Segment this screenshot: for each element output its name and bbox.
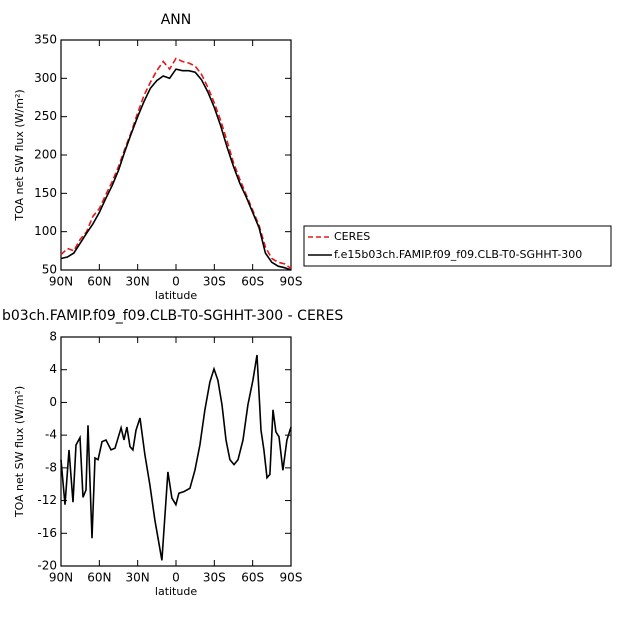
x-tick-label: 90S	[280, 571, 303, 585]
y-tick-label: -4	[45, 428, 57, 442]
y-tick-label: 250	[34, 109, 57, 123]
series-line	[60, 57, 292, 270]
y-tick-label: 300	[34, 71, 57, 85]
y-tick-label: -12	[37, 493, 57, 507]
x-tick-label: 30S	[203, 275, 226, 289]
y-axis-label: TOA net SW flux (W/m²)	[13, 89, 26, 221]
y-tick-label: -20	[37, 559, 57, 573]
x-tick-label: 30N	[126, 275, 150, 289]
y-tick-label: 150	[34, 186, 57, 200]
x-tick-label: 90N	[49, 275, 73, 289]
y-tick-label: 0	[49, 395, 57, 409]
y-tick-label: -16	[37, 526, 57, 540]
y-tick-label: 4	[49, 362, 57, 376]
y-axis-label: TOA net SW flux (W/m²)	[13, 386, 26, 518]
x-tick-label: 30S	[203, 571, 226, 585]
x-tick-label: 90S	[280, 275, 303, 289]
x-tick-label: 60S	[241, 571, 264, 585]
legend-label: CERES	[334, 230, 370, 243]
y-tick-label: 200	[34, 148, 57, 162]
chart-title: ANN	[161, 12, 192, 28]
plot-frame	[60, 336, 292, 567]
chart-title: b03ch.FAMIP.f09_f09.CLB-T0-SGHHT-300 - C…	[2, 308, 343, 324]
legend-frame	[303, 225, 612, 267]
y-tick-label: 100	[34, 224, 57, 238]
legend: CERES f.e15b03ch.FAMIP.f09_f09.CLB-T0-SGH…	[303, 225, 612, 267]
x-tick-label: 0	[172, 275, 180, 289]
y-tick-label: 350	[34, 33, 57, 47]
x-axis-label: latitude	[155, 585, 197, 598]
x-tick-label: 90N	[49, 571, 73, 585]
plot-frame	[60, 39, 292, 271]
x-axis-label: latitude	[155, 289, 197, 302]
x-tick-label: 60N	[87, 275, 111, 289]
series-line	[60, 68, 292, 271]
y-tick-label: 50	[42, 263, 57, 277]
legend-label: f.e15b03ch.FAMIP.f09_f09.CLB-T0-SGHHT-30…	[334, 248, 582, 261]
x-tick-label: 60N	[87, 571, 111, 585]
x-tick-label: 60S	[241, 275, 264, 289]
y-tick-label: -8	[45, 460, 57, 474]
series-line	[60, 354, 292, 561]
x-tick-label: 0	[172, 571, 180, 585]
x-tick-label: 30N	[126, 571, 150, 585]
y-tick-label: 8	[49, 330, 57, 344]
